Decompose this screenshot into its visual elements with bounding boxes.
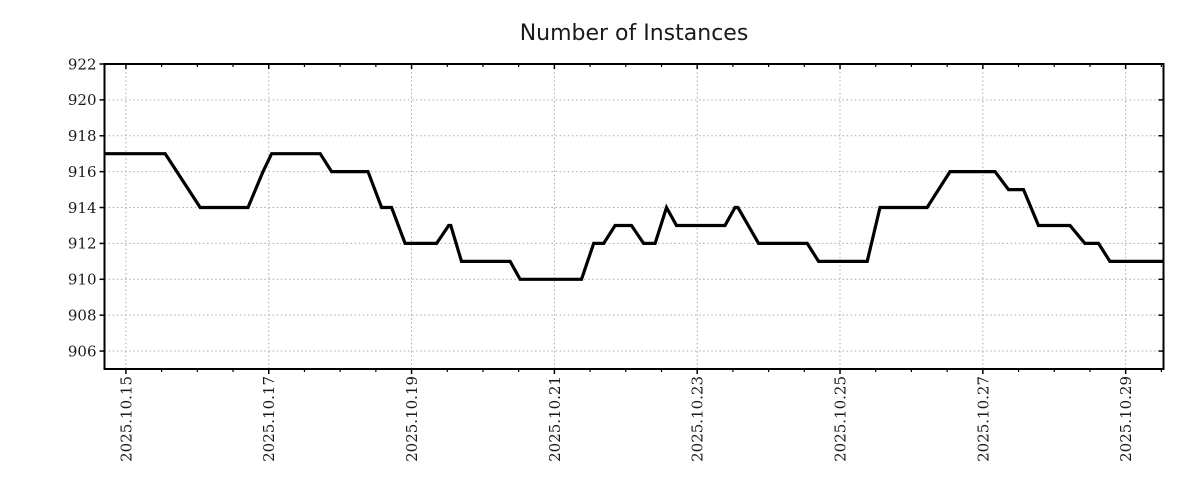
x-tick-label: 2025.10.19 — [403, 376, 421, 462]
data-line — [104, 152, 1164, 281]
y-tick-label: 920 — [68, 91, 97, 109]
chart-title: Number of Instances — [520, 21, 749, 46]
axis-tick-labels: 906 908 910 912 914 916 918 920 922 2025.10.15 202… — [68, 55, 1135, 462]
x-tick-label: 2025.10.29 — [1117, 376, 1135, 462]
data-series — [104, 152, 1164, 281]
plot-frame — [103, 63, 1165, 370]
gridlines — [104, 64, 1164, 369]
y-tick-label: 910 — [68, 271, 97, 289]
x-tick-label: 2025.10.27 — [974, 376, 992, 462]
y-tick-label: 916 — [68, 163, 97, 181]
x-tick-label: 2025.10.17 — [260, 376, 278, 462]
x-tick-label: 2025.10.23 — [689, 376, 707, 462]
y-tick-label: 914 — [68, 199, 97, 217]
y-tick-label: 912 — [68, 235, 97, 253]
y-tick-label: 922 — [68, 55, 97, 73]
x-tick-label: 2025.10.21 — [546, 376, 564, 462]
x-tick-label: 2025.10.25 — [832, 376, 850, 462]
y-tick-label: 906 — [68, 342, 97, 360]
y-tick-label: 908 — [68, 306, 97, 324]
x-tick-label: 2025.10.15 — [117, 376, 135, 462]
y-tick-label: 918 — [68, 127, 97, 145]
